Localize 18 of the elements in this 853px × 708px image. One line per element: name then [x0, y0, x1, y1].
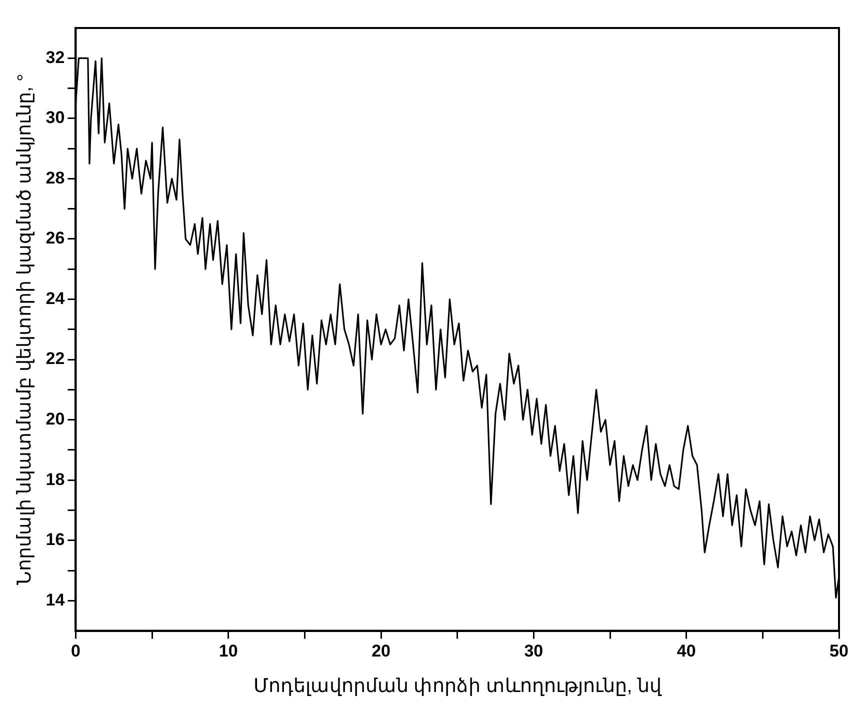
y-tick-label: 32 — [46, 48, 65, 67]
y-tick-label: 30 — [46, 108, 65, 128]
y-tick-label: 18 — [46, 470, 65, 489]
y-tick-label: 28 — [46, 168, 65, 188]
x-tick-label: 40 — [676, 642, 696, 661]
x-axis-title: Մոդելավորման փորձի տևողությունը, նվ — [253, 676, 662, 697]
x-tick-label: 30 — [524, 642, 544, 661]
x-tick-label: 10 — [218, 642, 238, 661]
y-tick-label: 26 — [46, 228, 65, 248]
y-tick-label: 14 — [46, 590, 66, 610]
y-axis-title: Նորմալի նկատմամբ վեկտորի կազմած անկյունը, ° — [14, 74, 36, 586]
y-tick-label: 20 — [46, 410, 65, 429]
x-tick-label: 0 — [70, 642, 80, 661]
x-tick-label: 50 — [830, 642, 848, 661]
y-tick-label: 24 — [46, 288, 66, 308]
y-tick-label: 22 — [46, 349, 65, 368]
y-tick-label: 16 — [46, 530, 65, 550]
x-tick-label: 20 — [372, 642, 390, 661]
